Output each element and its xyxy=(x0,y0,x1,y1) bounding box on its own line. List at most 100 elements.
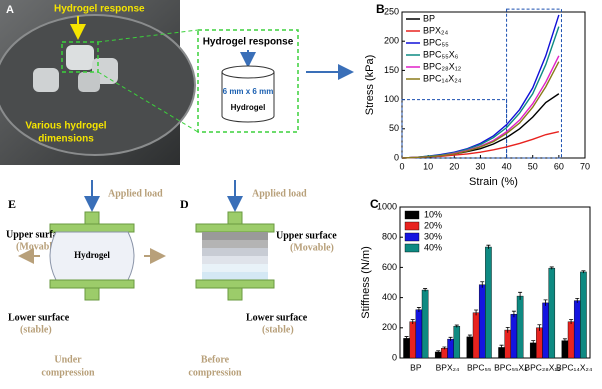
legend-label: BPC₁₄X₂₄ xyxy=(423,73,462,83)
zoom-box xyxy=(506,8,562,159)
bar xyxy=(415,309,423,359)
x-tick-label: 60 xyxy=(554,161,564,171)
surface-label: Lower surface xyxy=(8,312,70,323)
y-tick-label: 50 xyxy=(389,123,399,133)
panel-label: E xyxy=(8,197,16,211)
y-tick-label: 200 xyxy=(384,36,399,46)
x-tick-label: BPC₂₈X₁₂ xyxy=(524,362,560,372)
legend-swatch xyxy=(404,221,420,231)
inset-title: Hydrogel response xyxy=(203,37,294,48)
lower-plate xyxy=(49,279,135,289)
surface-label: Upper surface xyxy=(276,230,337,241)
y-tick-label: 400 xyxy=(382,292,397,302)
y-axis-label: Stress (kPa) xyxy=(364,55,376,116)
error-bar xyxy=(423,288,428,292)
bar xyxy=(485,246,492,359)
bar xyxy=(542,302,549,359)
legend-label: 10% xyxy=(424,209,442,219)
legend-label: BP xyxy=(423,13,435,23)
x-tick-label: 70 xyxy=(580,161,590,171)
highlight-box xyxy=(61,41,99,73)
bar xyxy=(504,329,512,359)
plate-stem xyxy=(227,211,243,225)
inset-label: Hydrogel xyxy=(231,103,266,112)
error-bar xyxy=(486,244,491,249)
y-tick-label: 1000 xyxy=(377,201,397,211)
load-label: Applied load xyxy=(252,188,307,199)
legend-label: BPC₅₅ xyxy=(423,37,449,47)
caption: compression xyxy=(41,367,95,378)
panel-label: A xyxy=(6,4,14,16)
legend-label: 30% xyxy=(424,231,442,241)
legend-label: BPC₂₈X₁₂ xyxy=(423,61,462,71)
error-bar xyxy=(505,326,510,333)
bar xyxy=(421,289,429,359)
x-tick-label: BPX₂₄ xyxy=(436,362,460,372)
load-label: Applied load xyxy=(108,188,163,199)
bar xyxy=(453,326,461,359)
y-axis-label: Stiffness (N/m) xyxy=(360,246,372,319)
connector xyxy=(97,29,199,43)
surface-state: (Movable) xyxy=(290,242,334,253)
surface-state: (Movable) xyxy=(16,241,60,252)
error-bar xyxy=(531,340,536,346)
error-bar xyxy=(410,319,415,325)
y-tick-label: 800 xyxy=(382,232,397,242)
bar xyxy=(580,271,587,359)
layer xyxy=(202,248,268,256)
cube xyxy=(78,72,100,92)
layer xyxy=(202,256,268,264)
error-bar xyxy=(581,270,586,274)
cube xyxy=(33,68,59,92)
x-tick-label: 30 xyxy=(475,161,485,171)
bar xyxy=(567,321,575,359)
surface-label: Lower surface xyxy=(246,312,308,323)
x-tick-label: BPC₅₅X₆ xyxy=(494,362,527,372)
x-tick-label: 50 xyxy=(528,161,538,171)
bar xyxy=(409,321,417,359)
cube xyxy=(66,45,94,70)
y-tick-label: 200 xyxy=(382,322,397,332)
error-bar xyxy=(569,319,574,325)
error-bar xyxy=(467,334,472,339)
legend-label: BPC₅₅X₆ xyxy=(423,49,459,59)
error-bar xyxy=(499,344,504,350)
panel-label: C xyxy=(370,197,379,211)
layer xyxy=(202,272,268,280)
layer xyxy=(202,240,268,248)
x-tick-label: 0 xyxy=(399,161,404,171)
annotation: Various hydrogel xyxy=(25,121,106,132)
y-tick-label: 0 xyxy=(394,152,399,162)
plate-stem xyxy=(227,287,243,301)
plate-stem xyxy=(84,211,100,225)
x-tick-label: BPC₅₅ xyxy=(467,362,491,372)
caption: compression xyxy=(188,367,242,378)
cylinder xyxy=(221,72,275,123)
annotation: dimensions xyxy=(38,134,94,145)
inset-size: 6 mm x 6 mm xyxy=(223,87,274,96)
bar xyxy=(447,338,454,359)
error-bar xyxy=(511,310,516,318)
y-tick-label: 100 xyxy=(384,94,399,104)
bar xyxy=(548,267,556,359)
error-bar xyxy=(436,350,441,354)
panel-a: A Hydrogel response Various hydrogel dim… xyxy=(0,0,354,165)
error-bar xyxy=(543,299,548,306)
surface-state: (stable) xyxy=(20,324,52,335)
legend-label: 20% xyxy=(424,220,442,230)
bar xyxy=(573,300,581,359)
zoom-box xyxy=(401,99,508,159)
panel-label: D xyxy=(180,197,189,211)
error-bar xyxy=(518,291,523,300)
cylinder-top xyxy=(221,65,275,79)
x-tick-label: BPC₁₄X₂₄ xyxy=(556,362,593,372)
x-tick-label: BP xyxy=(410,362,422,372)
panel-label: B xyxy=(376,2,385,16)
error-bar xyxy=(474,309,479,316)
y-tick-label: 600 xyxy=(382,262,397,272)
caption: Under xyxy=(54,354,82,365)
bar xyxy=(536,327,543,359)
lower-plate xyxy=(195,279,275,289)
bar xyxy=(466,336,474,359)
